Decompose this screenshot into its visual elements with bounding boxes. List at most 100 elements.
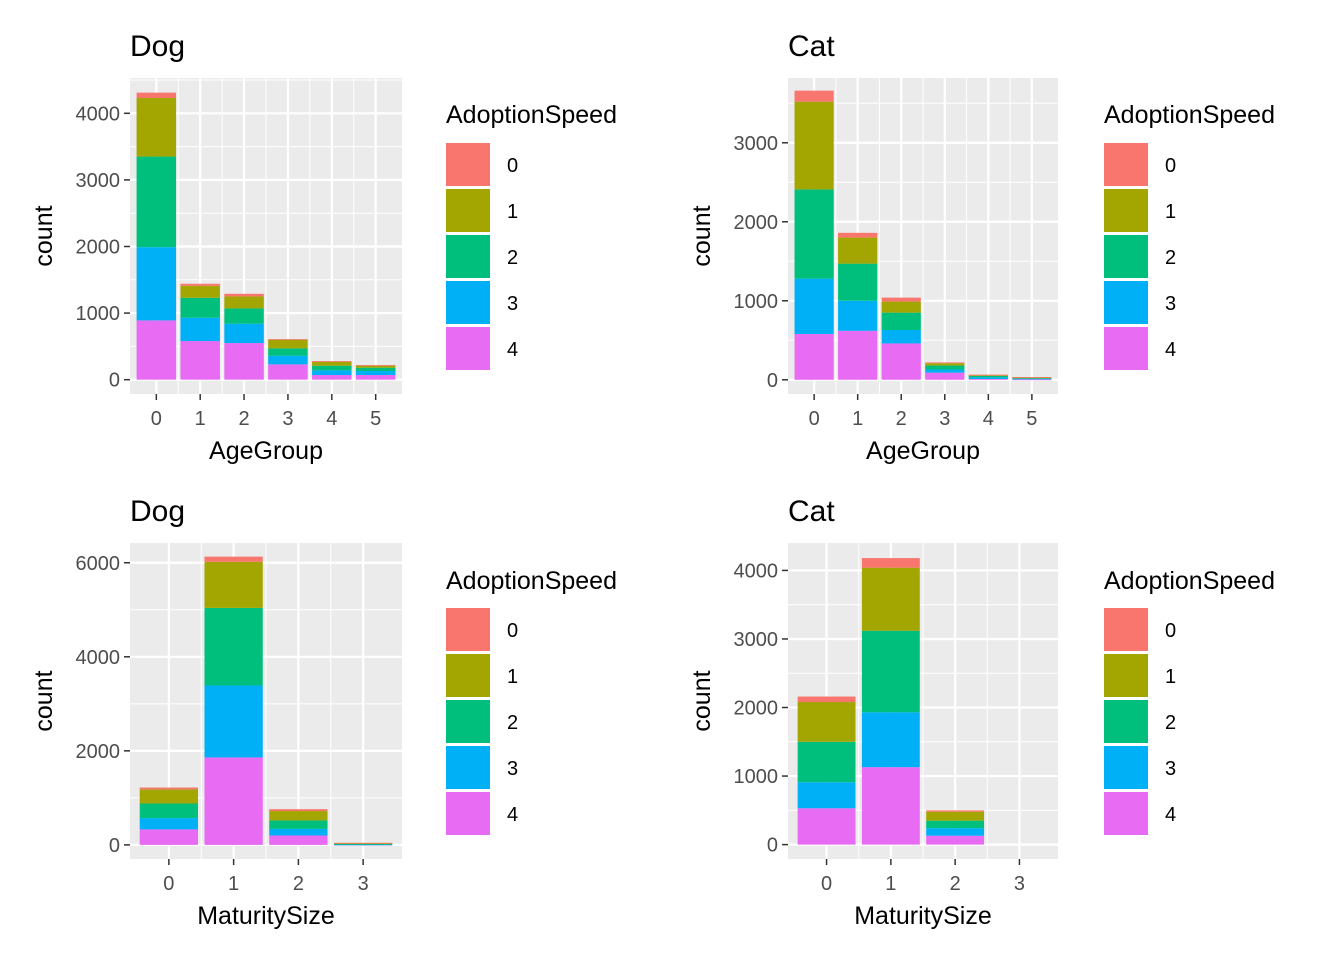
y-tick-label: 4000 bbox=[76, 103, 121, 125]
legend-swatch-2 bbox=[1104, 235, 1148, 278]
bar-segment-1-speed-2 bbox=[180, 297, 220, 318]
x-tick-label: 1 bbox=[885, 873, 896, 895]
bar-segment-3-speed-1 bbox=[925, 363, 965, 366]
x-tick-label: 3 bbox=[939, 408, 950, 430]
bar-segment-1-speed-1 bbox=[838, 237, 878, 264]
y-axis-title: count bbox=[30, 670, 58, 731]
y-axis-title: count bbox=[30, 205, 58, 266]
legend-label-1: 1 bbox=[1165, 201, 1176, 223]
bar-segment-2-speed-4 bbox=[881, 343, 921, 380]
chart-title: Cat bbox=[788, 495, 835, 528]
x-tick-label: 4 bbox=[983, 408, 994, 430]
chart-title: Cat bbox=[788, 30, 835, 63]
x-tick-label: 0 bbox=[809, 408, 820, 430]
bar-segment-3-speed-3 bbox=[334, 844, 393, 846]
x-tick-label: 3 bbox=[358, 873, 369, 895]
bar-segment-2-speed-0 bbox=[926, 810, 985, 812]
legend-label-4: 4 bbox=[1165, 804, 1176, 826]
legend-swatch-3 bbox=[446, 746, 490, 789]
bar-segment-0-speed-3 bbox=[794, 278, 834, 334]
legend-label-2: 2 bbox=[1165, 247, 1176, 269]
bar-segment-5-speed-4 bbox=[1012, 379, 1052, 381]
x-tick-label: 2 bbox=[950, 873, 961, 895]
bar-segment-2-speed-1 bbox=[224, 296, 264, 309]
bar-segment-4-speed-2 bbox=[312, 365, 352, 371]
bar-segment-0-speed-3 bbox=[797, 782, 856, 809]
bar-segment-2-speed-3 bbox=[224, 323, 264, 344]
legend-swatch-2 bbox=[1104, 700, 1148, 743]
bar-segment-3-speed-0 bbox=[268, 339, 308, 340]
bar-segment-3-speed-1 bbox=[268, 339, 308, 349]
legend-label-2: 2 bbox=[507, 712, 518, 734]
bar-segment-5-speed-3 bbox=[1012, 378, 1052, 380]
y-tick-label: 3000 bbox=[734, 133, 779, 155]
x-tick-label: 4 bbox=[326, 408, 337, 430]
legend-label-1: 1 bbox=[507, 201, 518, 223]
bar-segment-1-speed-3 bbox=[838, 300, 878, 331]
y-tick-label: 2000 bbox=[76, 236, 121, 258]
legend-label-2: 2 bbox=[1165, 712, 1176, 734]
bar-segment-2-speed-0 bbox=[224, 293, 264, 297]
legend-swatch-4 bbox=[446, 792, 490, 835]
bar-segment-2-speed-4 bbox=[269, 835, 328, 845]
bar-segment-0-speed-4 bbox=[794, 333, 834, 380]
y-tick-label: 0 bbox=[109, 370, 120, 392]
x-tick-label: 5 bbox=[1026, 408, 1037, 430]
bar-segment-0-speed-0 bbox=[794, 90, 834, 102]
bar-segment-2-speed-2 bbox=[926, 820, 985, 829]
bar-segment-2-speed-4 bbox=[926, 835, 985, 845]
y-tick-label: 3000 bbox=[734, 629, 779, 651]
bar-segment-0-speed-2 bbox=[136, 156, 177, 248]
bar-segment-0-speed-2 bbox=[794, 189, 834, 279]
bar-segment-3-speed-2 bbox=[334, 843, 393, 845]
x-tick-label: 0 bbox=[821, 873, 832, 895]
bar-segment-3-speed-2 bbox=[925, 365, 965, 370]
bar-segment-0-speed-4 bbox=[139, 829, 198, 845]
x-axis-title: AgeGroup bbox=[209, 437, 323, 465]
bar-segment-3-speed-0 bbox=[334, 842, 393, 844]
bar-segment-5-speed-3 bbox=[355, 371, 396, 376]
x-tick-label: 1 bbox=[228, 873, 239, 895]
legend-title: AdoptionSpeed bbox=[1104, 567, 1275, 595]
bar-segment-0-speed-1 bbox=[797, 702, 856, 742]
bar-segment-0-speed-2 bbox=[797, 741, 856, 783]
x-tick-label: 2 bbox=[293, 873, 304, 895]
bar-segment-1-speed-4 bbox=[180, 341, 220, 380]
y-tick-label: 6000 bbox=[76, 553, 121, 575]
bar-segment-2-speed-1 bbox=[926, 811, 985, 821]
bar-segment-0-speed-1 bbox=[139, 789, 198, 804]
x-tick-label: 2 bbox=[239, 408, 250, 430]
y-tick-label: 4000 bbox=[734, 560, 779, 582]
legend-swatch-4 bbox=[1104, 327, 1148, 370]
legend-swatch-3 bbox=[446, 281, 490, 324]
chart-panel-3: 0 1000 2000 3000 4000 0 1 2 3 MaturitySize count Ca… bbox=[688, 495, 1275, 930]
chart-title: Dog bbox=[130, 30, 185, 63]
bar-segment-5-speed-1 bbox=[355, 365, 396, 368]
x-tick-label: 3 bbox=[1014, 873, 1025, 895]
bar-segment-4-speed-2 bbox=[968, 375, 1008, 378]
x-tick-label: 3 bbox=[282, 408, 293, 430]
y-tick-label: 0 bbox=[767, 370, 778, 392]
bar-segment-1-speed-4 bbox=[838, 330, 878, 380]
x-tick-label: 1 bbox=[852, 408, 863, 430]
bar-segment-0-speed-3 bbox=[139, 818, 198, 830]
x-tick-label: 5 bbox=[370, 408, 381, 430]
bar-segment-5-speed-0 bbox=[1012, 377, 1052, 378]
bar-segment-0-speed-0 bbox=[136, 92, 177, 98]
legend-title: AdoptionSpeed bbox=[1104, 101, 1275, 129]
bar-segment-0-speed-3 bbox=[136, 247, 177, 321]
y-tick-label: 4000 bbox=[76, 647, 121, 669]
y-tick-label: 2000 bbox=[76, 741, 121, 763]
bar-segment-0-speed-0 bbox=[139, 787, 198, 790]
bar-segment-4-speed-1 bbox=[312, 361, 352, 366]
legend-label-1: 1 bbox=[1165, 666, 1176, 688]
x-tick-label: 0 bbox=[163, 873, 174, 895]
y-tick-label: 3000 bbox=[76, 170, 121, 192]
bar-segment-5-speed-0 bbox=[355, 365, 396, 366]
bar-segment-3-speed-0 bbox=[925, 362, 965, 364]
bar-segment-4-speed-0 bbox=[312, 361, 352, 362]
legend-label-0: 0 bbox=[507, 620, 518, 642]
legend-label-0: 0 bbox=[507, 155, 518, 177]
x-tick-label: 2 bbox=[896, 408, 907, 430]
